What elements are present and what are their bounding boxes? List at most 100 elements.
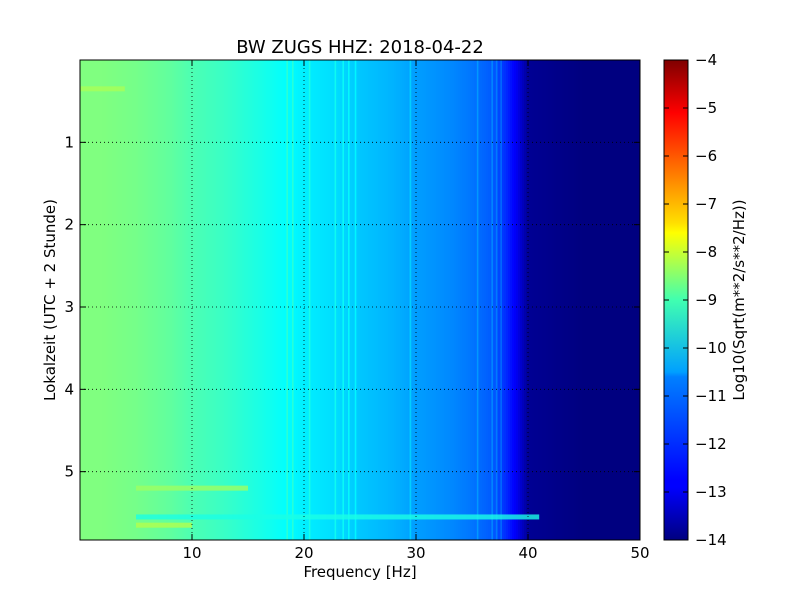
heatmap-column (494, 60, 497, 540)
heatmap-column (418, 60, 421, 540)
heatmap-column (90, 60, 93, 540)
heatmap-column (86, 60, 89, 540)
heatmap-column (212, 60, 215, 540)
heatmap-column (560, 60, 563, 540)
heatmap-column (300, 60, 303, 540)
heatmap-column (278, 60, 281, 540)
heatmap-column (288, 60, 291, 540)
heatmap-column (606, 60, 609, 540)
heatmap-column (336, 60, 339, 540)
heatmap-column (474, 60, 477, 540)
heatmap-column (120, 60, 123, 540)
heatmap-column (544, 60, 547, 540)
heatmap-column (94, 60, 97, 540)
heatmap-column (548, 60, 551, 540)
heatmap-column (316, 60, 319, 540)
heatmap-column (398, 60, 401, 540)
heatmap-column (470, 60, 473, 540)
spectral-line (348, 60, 350, 540)
heatmap-column (576, 60, 579, 540)
heatmap-column (440, 60, 443, 540)
heatmap-column (596, 60, 599, 540)
heatmap-column (408, 60, 411, 540)
heatmap-column (232, 60, 235, 540)
heatmap-column (170, 60, 173, 540)
heatmap-column (126, 60, 129, 540)
heatmap-column (616, 60, 619, 540)
heatmap-column (620, 60, 623, 540)
x-tick-label: 30 (406, 544, 425, 562)
heatmap-column (246, 60, 249, 540)
heatmap-image (80, 60, 640, 540)
heatmap-column (242, 60, 245, 540)
heatmap-column (182, 60, 185, 540)
heatmap-column (452, 60, 455, 540)
heatmap-column (384, 60, 387, 540)
heatmap-column (272, 60, 275, 540)
heatmap-column (570, 60, 573, 540)
heatmap-column (412, 60, 415, 540)
heatmap-column (262, 60, 265, 540)
heatmap-column (374, 60, 377, 540)
heatmap-column (508, 60, 511, 540)
spectral-line (354, 60, 357, 540)
heatmap-column (444, 60, 447, 540)
heatmap-column (250, 60, 253, 540)
colorbar-tick-label: −9 (695, 291, 717, 309)
colorbar-tick-label: −6 (695, 147, 717, 165)
heatmap-column (370, 60, 373, 540)
heatmap-column (448, 60, 451, 540)
event-band (80, 86, 125, 92)
heatmap-column (188, 60, 191, 540)
heatmap-column (176, 60, 179, 540)
heatmap-column (416, 60, 419, 540)
heatmap-column (510, 60, 513, 540)
heatmap-column (280, 60, 283, 540)
colorbar-tick-label: −7 (695, 195, 717, 213)
plot-frame (79, 59, 641, 541)
colorbar-tick-label: −11 (695, 387, 727, 405)
heatmap-column (434, 60, 437, 540)
heatmap-column (426, 60, 429, 540)
heatmap-column (614, 60, 617, 540)
heatmap-column (566, 60, 569, 540)
heatmap-column (460, 60, 463, 540)
heatmap-column (578, 60, 581, 540)
heatmap-column (206, 60, 209, 540)
heatmap-column (572, 60, 575, 540)
heatmap-column (180, 60, 183, 540)
heatmap-column (364, 60, 367, 540)
heatmap-column (488, 60, 491, 540)
heatmap-column (514, 60, 517, 540)
heatmap-column (540, 60, 543, 540)
heatmap-column (574, 60, 577, 540)
heatmap-column (80, 60, 83, 540)
heatmap-column (210, 60, 213, 540)
heatmap-column (114, 60, 117, 540)
heatmap-column (458, 60, 461, 540)
heatmap-column (534, 60, 537, 540)
colorbar-ticks: −4 −5 −6 −7 −8 −9 −10 −11 −12 −13 −14 (664, 51, 727, 549)
y-tick-label: 2 (64, 216, 74, 234)
heatmap-column (112, 60, 115, 540)
spectral-line (292, 60, 294, 540)
heatmap-column (238, 60, 241, 540)
heatmap-column (158, 60, 161, 540)
heatmap-column (130, 60, 133, 540)
heatmap-column (394, 60, 397, 540)
heatmap-column (462, 60, 465, 540)
spectral-line (495, 60, 498, 540)
heatmap-column (160, 60, 163, 540)
heatmap-column (346, 60, 349, 540)
heatmap-column (518, 60, 521, 540)
heatmap-column (410, 60, 413, 540)
heatmap-column (186, 60, 189, 540)
heatmap-column (234, 60, 237, 540)
heatmap-column (512, 60, 515, 540)
colorbar-label: Log10(Sqrt(m**2/s**2/Hz)) (730, 199, 748, 400)
heatmap-column (558, 60, 561, 540)
heatmap-column (404, 60, 407, 540)
heatmap-column (390, 60, 393, 540)
heatmap-column (138, 60, 141, 540)
heatmap-column (82, 60, 85, 540)
